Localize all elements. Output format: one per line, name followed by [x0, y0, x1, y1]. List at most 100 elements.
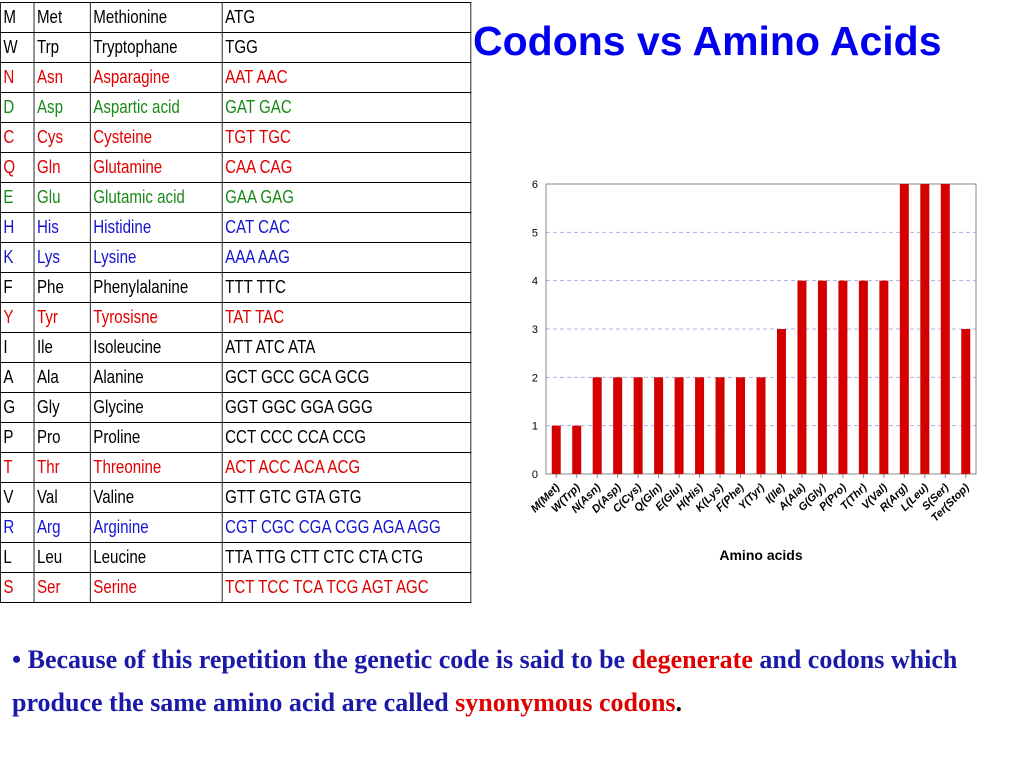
table-cell-codons: GAT GAC [221, 92, 472, 123]
codon-table-body: M Met Methionine ATG W Trp Tryptophane TGG N Asn A… [0, 2, 472, 603]
table-cell-codons: GAA GAG [221, 182, 472, 213]
table-cell-code: F [0, 272, 35, 303]
table-cell-abbr: Trp [33, 32, 91, 63]
table-cell-code: G [0, 392, 35, 423]
table-row: F Phe Phenylalanine TTT TTC [0, 272, 472, 303]
table-cell-codons: GGT GGC GGA GGG [221, 392, 472, 423]
bar [858, 280, 868, 474]
table-cell-code: K [0, 242, 35, 273]
table-cell-code: A [0, 362, 35, 393]
table-cell-name: Leucine [89, 542, 223, 573]
y-tick-label: 5 [532, 227, 538, 239]
note-text-middle: and codons which produce the same amino … [12, 645, 958, 717]
table-cell-code: Q [0, 152, 35, 183]
table-cell-abbr: Lys [33, 242, 91, 273]
table-cell-name: Alanine [89, 362, 223, 393]
y-tick-label: 0 [532, 469, 538, 481]
table-cell-codons: AAA AAG [221, 242, 472, 273]
table-cell-name: Isoleucine [89, 332, 223, 363]
y-tick-label: 1 [532, 421, 538, 433]
table-cell-codons: ACT ACC ACA ACG [221, 452, 472, 483]
table-cell-abbr: Val [33, 482, 91, 513]
bar [613, 377, 623, 474]
bar [674, 377, 684, 474]
table-row: L Leu Leucine TTA TTG CTT CTC CTA CTG [0, 542, 472, 573]
bar [756, 377, 766, 474]
table-cell-codons: GCT GCC GCA GCG [221, 362, 472, 393]
table-cell-name: Glutamine [89, 152, 223, 183]
table-cell-codons: TTA TTG CTT CTC CTA CTG [221, 542, 472, 573]
note-period: . [675, 688, 683, 717]
table-row: D Asp Aspartic acid GAT GAC [0, 92, 472, 123]
table-cell-abbr: Asn [33, 62, 91, 93]
note-text-before: Because of this repetition the genetic c… [27, 645, 626, 674]
bar [736, 377, 746, 474]
bar [797, 280, 807, 474]
bar [592, 377, 602, 474]
slide-title: Codons vs Amino Acids [473, 18, 942, 64]
table-cell-codons: TTT TTC [221, 272, 472, 303]
table-cell-abbr: Tyr [33, 302, 91, 333]
table-cell-name: Aspartic acid [89, 92, 223, 123]
table-cell-name: Glycine [89, 392, 223, 423]
table-cell-name: Serine [89, 572, 223, 603]
table-cell-codons: CAT CAC [221, 212, 472, 243]
bar [572, 425, 582, 474]
y-tick-label: 6 [532, 179, 538, 191]
table-cell-code: R [0, 512, 35, 543]
table-cell-code: N [0, 62, 35, 93]
table-cell-codons: TCT TCC TCA TCG AGT AGC [221, 572, 472, 603]
table-row: Y Tyr Tyrosisne TAT TAC [0, 302, 472, 333]
table-cell-name: Arginine [89, 512, 223, 543]
table-cell-abbr: Glu [33, 182, 91, 213]
bar [776, 329, 786, 474]
table-cell-codons: AAT AAC [221, 62, 472, 93]
table-cell-abbr: Pro [33, 422, 91, 453]
table-cell-abbr: Arg [33, 512, 91, 543]
table-cell-code: T [0, 452, 35, 483]
table-cell-abbr: His [33, 212, 91, 243]
table-cell-code: L [0, 542, 35, 573]
table-cell-name: Methionine [89, 2, 223, 33]
table-row: P Pro Proline CCT CCC CCA CCG [0, 422, 472, 453]
y-tick-label: 4 [532, 276, 538, 288]
table-row: T Thr Threonine ACT ACC ACA ACG [0, 452, 472, 483]
table-cell-abbr: Gln [33, 152, 91, 183]
table-cell-name: Tryptophane [89, 32, 223, 63]
table-cell-name: Cysteine [89, 122, 223, 153]
table-cell-codons: CAA CAG [221, 152, 472, 183]
table-cell-code: V [0, 482, 35, 513]
table-cell-name: Valine [89, 482, 223, 513]
table-cell-code: S [0, 572, 35, 603]
table-cell-abbr: Leu [33, 542, 91, 573]
bar [920, 184, 930, 474]
table-cell-name: Threonine [89, 452, 223, 483]
table-row: V Val Valine GTT GTC GTA GTG [0, 482, 472, 513]
x-axis-label: Amino acids [719, 547, 802, 563]
bar [879, 280, 889, 474]
table-cell-abbr: Ala [33, 362, 91, 393]
table-cell-code: C [0, 122, 35, 153]
y-tick-label: 2 [532, 372, 538, 384]
table-row: C Cys Cysteine TGT TGC [0, 122, 472, 153]
table-cell-code: E [0, 182, 35, 213]
table-row: G Gly Glycine GGT GGC GGA GGG [0, 392, 472, 423]
bar [940, 184, 950, 474]
codon-table: M Met Methionine ATG W Trp Tryptophane TGG N Asn A… [0, 2, 472, 603]
table-row: E Glu Glutamic acid GAA GAG [0, 182, 472, 213]
table-row: K Lys Lysine AAA AAG [0, 242, 472, 273]
bar [961, 329, 971, 474]
table-row: N Asn Asparagine AAT AAC [0, 62, 472, 93]
degenerate-code-note: • Because of this repetition the genetic… [12, 638, 1012, 724]
table-cell-codons: TGG [221, 32, 472, 63]
table-cell-abbr: Met [33, 2, 91, 33]
note-highlight-degenerate: degenerate [631, 645, 753, 674]
table-cell-abbr: Phe [33, 272, 91, 303]
table-cell-code: P [0, 422, 35, 453]
table-cell-name: Proline [89, 422, 223, 453]
bar [715, 377, 725, 474]
table-cell-codons: ATT ATC ATA [221, 332, 472, 363]
table-cell-name: Histidine [89, 212, 223, 243]
table-row: I Ile Isoleucine ATT ATC ATA [0, 332, 472, 363]
table-cell-abbr: Cys [33, 122, 91, 153]
